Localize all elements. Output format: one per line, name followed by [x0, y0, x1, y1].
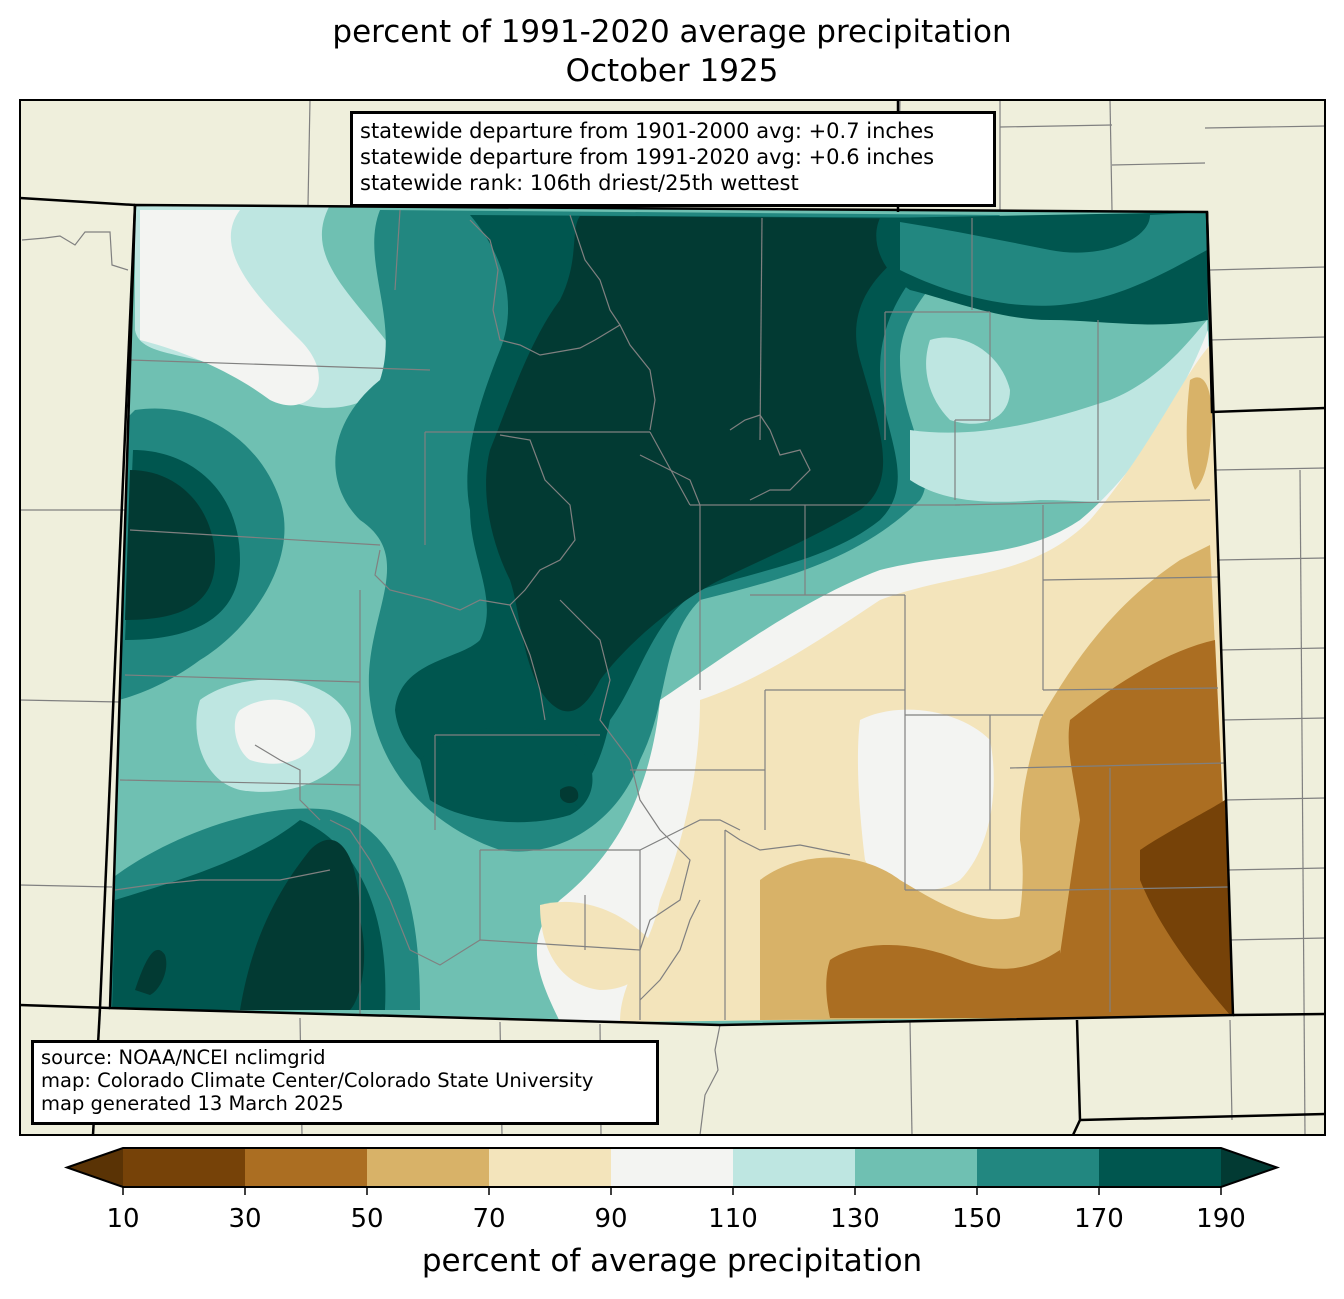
colorbar	[63, 1147, 1281, 1195]
colorbar-tick-label: 30	[228, 1204, 262, 1234]
source-box: source: NOAA/NCEI nclimgrid map: Colorad…	[31, 1040, 659, 1125]
colorbar-segment	[489, 1148, 612, 1187]
colorbar-tick-label: 170	[1074, 1204, 1124, 1234]
source-line: map generated 13 March 2025	[41, 1092, 344, 1115]
map-frame	[19, 99, 1326, 1136]
colorbar-tick-label: 190	[1196, 1204, 1246, 1234]
colorbar-extend-low	[67, 1148, 123, 1187]
colorbar-segment	[611, 1148, 734, 1187]
colorbar-segment	[245, 1148, 368, 1187]
colorbar-tick-label: 150	[952, 1204, 1002, 1234]
colorbar-segment	[1099, 1148, 1222, 1187]
map-title: percent of 1991-2020 average precipitati…	[332, 14, 1012, 50]
colorbar-tick-label: 50	[350, 1204, 384, 1234]
colorbar-extend-high	[1221, 1148, 1277, 1187]
colorbar-tick-label: 10	[106, 1204, 140, 1234]
colorbar-segment	[855, 1148, 978, 1187]
colorbar-segment	[367, 1148, 490, 1187]
colorado-county-lines	[114, 209, 1229, 1020]
source-line: map: Colorado Climate Center/Colorado St…	[41, 1069, 594, 1092]
map-subtitle: October 1925	[565, 53, 779, 89]
precipitation-field	[110, 205, 1233, 1025]
colorbar-segment	[977, 1148, 1100, 1187]
colorbar-label: percent of average precipitation	[421, 1243, 923, 1279]
colorbar-segment	[123, 1148, 246, 1187]
colorado-border	[108, 203, 1235, 1027]
stats-line: statewide departure from 1901-2000 avg: …	[360, 119, 935, 143]
statewide-stats-box: statewide departure from 1901-2000 avg: …	[350, 111, 996, 207]
state-borders	[20, 100, 1325, 1135]
colorbar-tick-label: 70	[472, 1204, 506, 1234]
colorbar-tick-label: 130	[830, 1204, 880, 1234]
stats-line: statewide departure from 1991-2020 avg: …	[360, 145, 935, 169]
stats-line: statewide rank: 106th driest/25th wettes…	[360, 171, 799, 195]
colorbar-tick-label: 110	[708, 1204, 758, 1234]
source-line: source: NOAA/NCEI nclimgrid	[41, 1046, 326, 1069]
colorbar-tick-label: 90	[594, 1204, 628, 1234]
colorbar-segment	[733, 1148, 856, 1187]
